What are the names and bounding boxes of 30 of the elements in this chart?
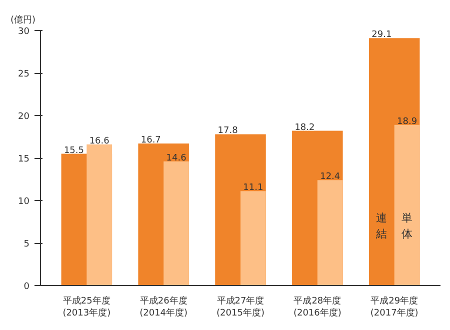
y-tick-label: 25	[18, 70, 30, 80]
data-label: 12.4	[320, 172, 340, 182]
y-tick-label: 15	[18, 154, 30, 164]
bar	[164, 161, 189, 286]
series-label: 連結	[375, 212, 388, 240]
x-tick-label: 平成29年度 (2017年度)	[370, 296, 418, 318]
y-tick-label: 5	[24, 240, 30, 250]
y-tick-label: 20	[18, 112, 30, 122]
x-tick-label: 平成26年度 (2014年度)	[140, 296, 188, 318]
data-label: 17.8	[218, 126, 238, 136]
data-label: 15.5	[64, 146, 84, 156]
y-tick-label: 10	[18, 197, 30, 207]
x-tick-label: 平成27年度 (2015年度)	[216, 296, 264, 318]
bar	[240, 191, 266, 286]
x-tick-label: 平成25年度 (2013年度)	[62, 296, 111, 318]
x-tick-label: 平成28年度 (2016年度)	[293, 296, 342, 318]
bar	[86, 144, 112, 286]
series-label: 単体	[402, 212, 413, 240]
data-label: 18.9	[397, 116, 418, 127]
data-label: 16.6	[89, 136, 110, 146]
y-tick-label: 30	[18, 27, 30, 37]
bar	[394, 124, 420, 286]
data-label: 11.1	[243, 183, 264, 194]
data-label: 14.6	[166, 153, 187, 164]
bar	[317, 180, 343, 286]
data-label: 18.2	[294, 122, 315, 133]
data-label: 16.7	[140, 136, 161, 146]
y-axis-title: (億円)	[10, 14, 36, 26]
y-tick-label: 0	[24, 282, 30, 292]
data-label: 29.1	[372, 30, 392, 40]
